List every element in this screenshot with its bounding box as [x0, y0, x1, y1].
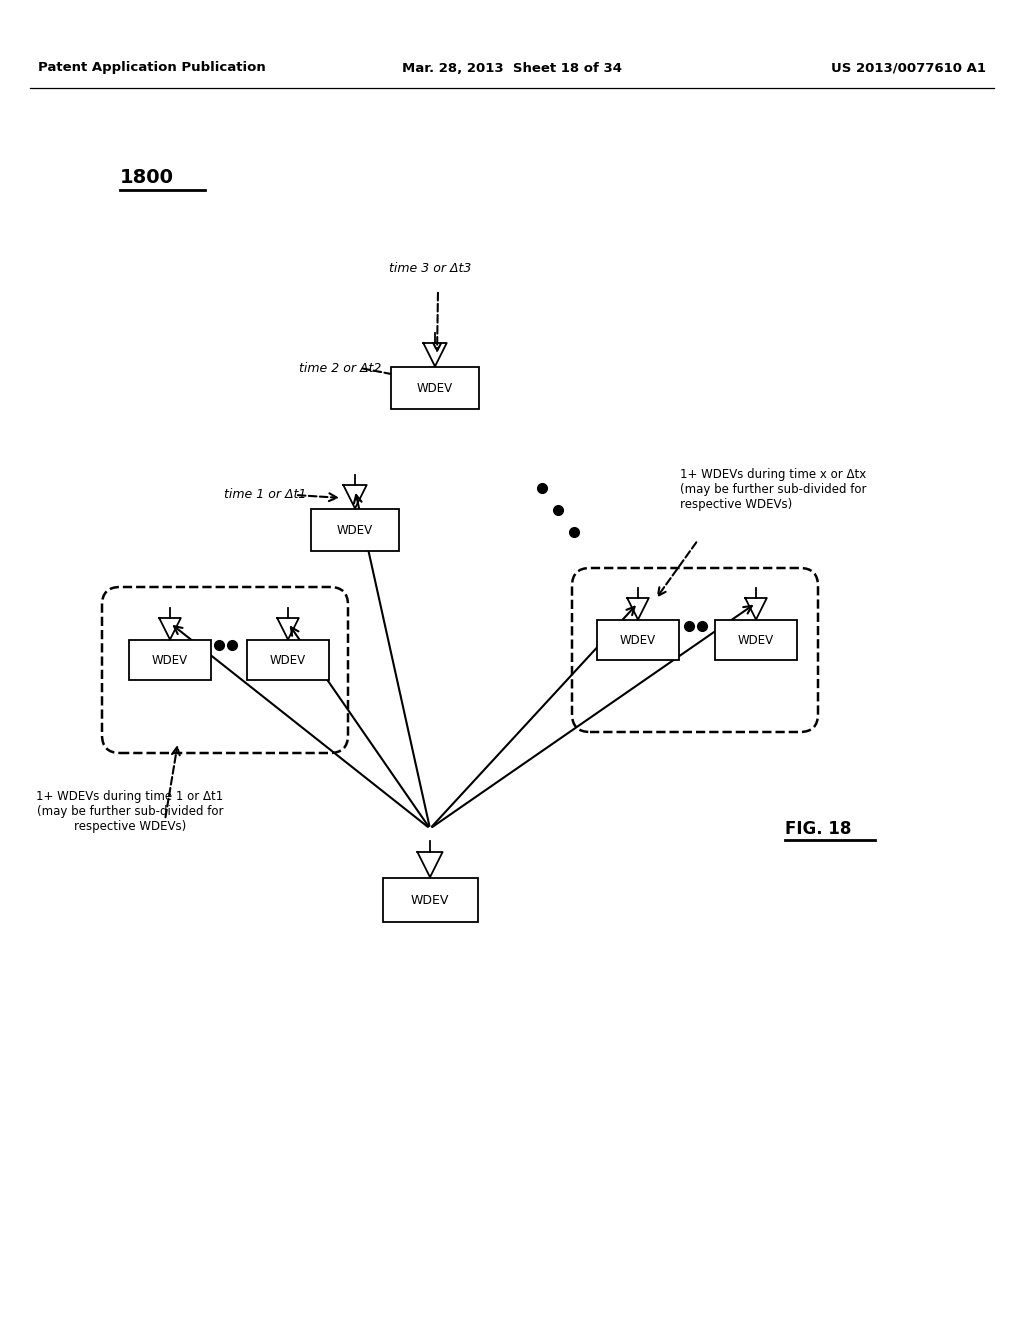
- FancyBboxPatch shape: [383, 878, 477, 921]
- Text: 1+ WDEVs during time 1 or Δt1
(may be further sub-divided for
respective WDEVs): 1+ WDEVs during time 1 or Δt1 (may be fu…: [37, 789, 223, 833]
- FancyBboxPatch shape: [715, 620, 797, 660]
- Text: WDEV: WDEV: [337, 524, 373, 536]
- Text: FIG. 18: FIG. 18: [785, 820, 851, 838]
- Text: WDEV: WDEV: [270, 653, 306, 667]
- Text: time 2 or Δt2: time 2 or Δt2: [299, 362, 381, 375]
- Text: WDEV: WDEV: [152, 653, 188, 667]
- Text: Patent Application Publication: Patent Application Publication: [38, 62, 266, 74]
- FancyBboxPatch shape: [129, 640, 211, 680]
- Text: time 1 or Δt1: time 1 or Δt1: [224, 488, 306, 502]
- Text: WDEV: WDEV: [411, 894, 450, 907]
- FancyBboxPatch shape: [247, 640, 329, 680]
- Text: US 2013/0077610 A1: US 2013/0077610 A1: [831, 62, 986, 74]
- FancyBboxPatch shape: [391, 367, 479, 409]
- Text: 1800: 1800: [120, 168, 174, 187]
- Text: WDEV: WDEV: [738, 634, 774, 647]
- FancyBboxPatch shape: [597, 620, 679, 660]
- FancyBboxPatch shape: [311, 510, 399, 550]
- Text: WDEV: WDEV: [417, 381, 453, 395]
- Text: WDEV: WDEV: [620, 634, 656, 647]
- Text: time 3 or Δt3: time 3 or Δt3: [389, 261, 471, 275]
- Text: 1+ WDEVs during time x or Δtx
(may be further sub-divided for
respective WDEVs): 1+ WDEVs during time x or Δtx (may be fu…: [680, 469, 866, 511]
- Text: Mar. 28, 2013  Sheet 18 of 34: Mar. 28, 2013 Sheet 18 of 34: [402, 62, 622, 74]
